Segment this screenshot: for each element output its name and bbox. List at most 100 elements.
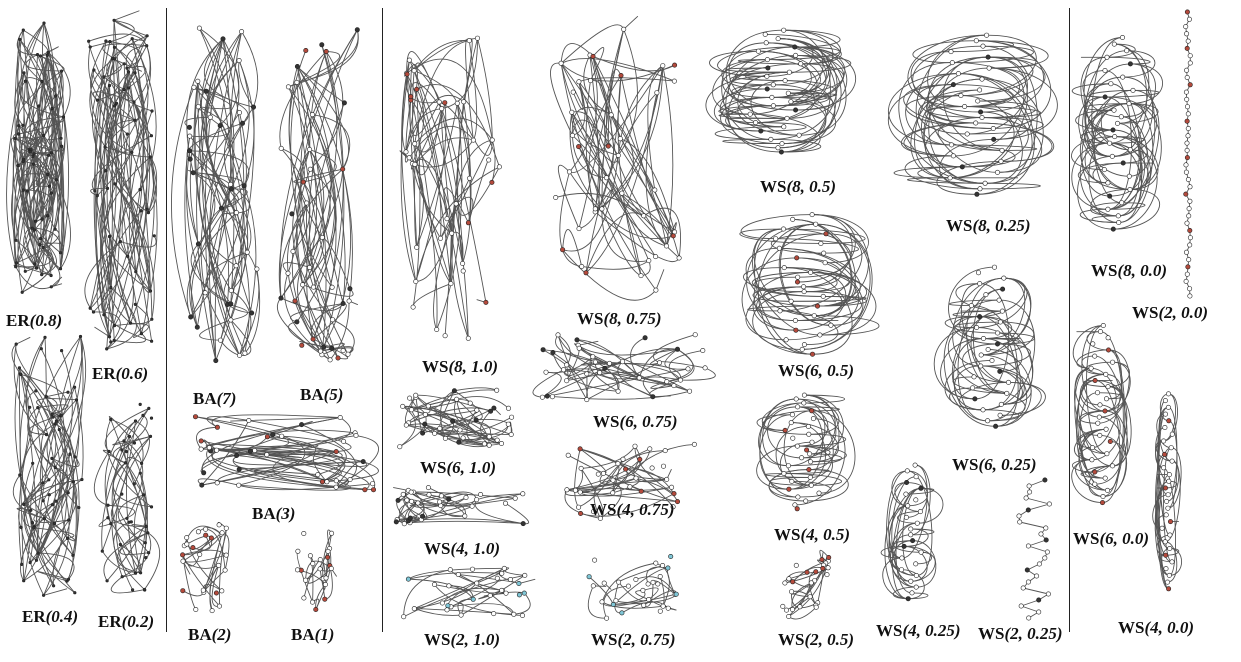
node [657, 573, 663, 579]
edge [114, 333, 147, 344]
edge [21, 192, 52, 293]
node [411, 606, 417, 612]
node [687, 388, 693, 394]
node [491, 611, 497, 617]
edge [123, 440, 144, 519]
node [325, 554, 331, 560]
node [590, 583, 596, 589]
node [337, 414, 343, 420]
edge [1113, 149, 1158, 230]
edge [1100, 89, 1133, 151]
node [310, 561, 316, 567]
node [16, 163, 20, 168]
node [408, 94, 414, 100]
edge [901, 569, 925, 600]
edge [620, 75, 674, 237]
node [823, 231, 829, 237]
node [692, 332, 698, 338]
edge [961, 283, 1009, 383]
node [1025, 579, 1031, 585]
edge [220, 208, 230, 341]
node [821, 250, 827, 256]
node [638, 488, 644, 494]
node [1184, 45, 1190, 51]
node [1110, 463, 1116, 469]
edge [288, 50, 308, 204]
edge [601, 65, 664, 210]
edge [182, 554, 227, 563]
edge [560, 63, 675, 82]
node [1092, 377, 1098, 383]
edge [783, 228, 852, 278]
node [657, 608, 663, 614]
node [290, 248, 296, 254]
node [520, 521, 526, 527]
node [198, 446, 204, 452]
edge [98, 517, 111, 527]
node [466, 38, 472, 44]
edge [200, 429, 356, 450]
edge [767, 46, 840, 61]
node [905, 596, 911, 602]
node [329, 530, 335, 536]
node [914, 520, 920, 526]
edge [456, 103, 471, 223]
edge [32, 227, 63, 269]
node [125, 254, 130, 258]
edge [288, 86, 336, 288]
node [804, 569, 810, 575]
edge [890, 522, 918, 582]
node [78, 334, 83, 339]
node [1000, 286, 1006, 292]
node [660, 603, 666, 609]
edge [905, 73, 959, 146]
node [217, 123, 223, 129]
edge [411, 163, 452, 234]
edge [88, 33, 148, 46]
edge [468, 40, 478, 141]
edge [416, 84, 500, 168]
edge [114, 47, 153, 342]
edge [393, 487, 409, 491]
node [1116, 220, 1122, 226]
node [335, 355, 341, 361]
edge [771, 96, 837, 145]
node [108, 39, 112, 44]
node [264, 434, 270, 440]
node [1186, 206, 1192, 212]
node [470, 596, 476, 602]
caption-ws-2-0.75: WS(2, 0.75) [591, 630, 676, 649]
edge [581, 445, 636, 469]
node [474, 497, 480, 503]
edge [103, 532, 148, 581]
node [51, 415, 55, 419]
edge [981, 277, 1026, 356]
edge [797, 406, 840, 412]
node [803, 498, 809, 504]
node [901, 543, 907, 549]
node [107, 335, 112, 339]
edge [201, 451, 337, 474]
node [792, 44, 798, 50]
node [1185, 126, 1191, 132]
edge [982, 78, 1044, 184]
edge [542, 371, 562, 398]
edge [1019, 521, 1046, 529]
edge [123, 63, 151, 158]
edge [206, 416, 249, 428]
edge [14, 39, 33, 229]
node [790, 435, 796, 441]
node [203, 526, 209, 532]
node [36, 406, 40, 410]
edge [887, 84, 954, 157]
node [540, 347, 546, 353]
edge [635, 576, 676, 595]
node [341, 100, 347, 106]
node [755, 48, 761, 54]
edge [43, 458, 70, 596]
node [590, 354, 596, 360]
edge [89, 152, 133, 309]
node [1162, 539, 1168, 545]
node [770, 103, 776, 109]
node [993, 423, 999, 429]
